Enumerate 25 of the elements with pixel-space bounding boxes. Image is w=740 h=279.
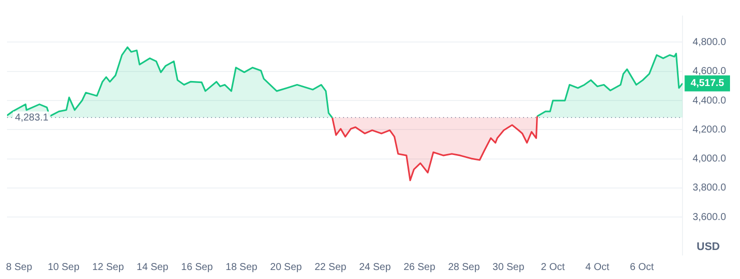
x-tick-label: 6 Oct [630,262,654,273]
x-tick-label: 24 Sep [359,262,392,273]
y-tick-label: 3,600.0 [692,212,726,223]
x-tick-label: 30 Sep [492,262,525,273]
x-tick-label: 8 Sep [6,262,33,273]
x-tick-label: 4 Oct [585,262,610,273]
y-tick-label: 4,400.0 [692,95,726,106]
y-tick-label: 3,800.0 [692,182,726,194]
x-tick-label: 26 Sep [404,262,436,273]
x-tick-label: 12 Sep [92,262,124,273]
x-tick-label: 2 Oct [540,262,566,273]
ref-line-label: 4,283.1 [15,112,49,124]
x-tick-label: 22 Sep [314,262,347,273]
y-tick-label: 4,600.0 [692,66,726,78]
y-axis-title: USD [696,241,720,254]
x-tick-label: 10 Sep [48,262,80,273]
y-tick-label: 4,000.0 [692,154,726,165]
x-tick-label: 20 Sep [270,262,302,273]
y-tick-label: 4,200.0 [692,124,726,136]
x-tick-label: 28 Sep [448,262,480,273]
annotation: 4,517.5 [690,78,724,90]
x-tick-label: 16 Sep [181,262,214,273]
y-tick-label: 4,800.0 [692,36,726,48]
x-tick-label: 14 Sep [136,262,169,273]
x-tick-label: 18 Sep [226,262,258,273]
